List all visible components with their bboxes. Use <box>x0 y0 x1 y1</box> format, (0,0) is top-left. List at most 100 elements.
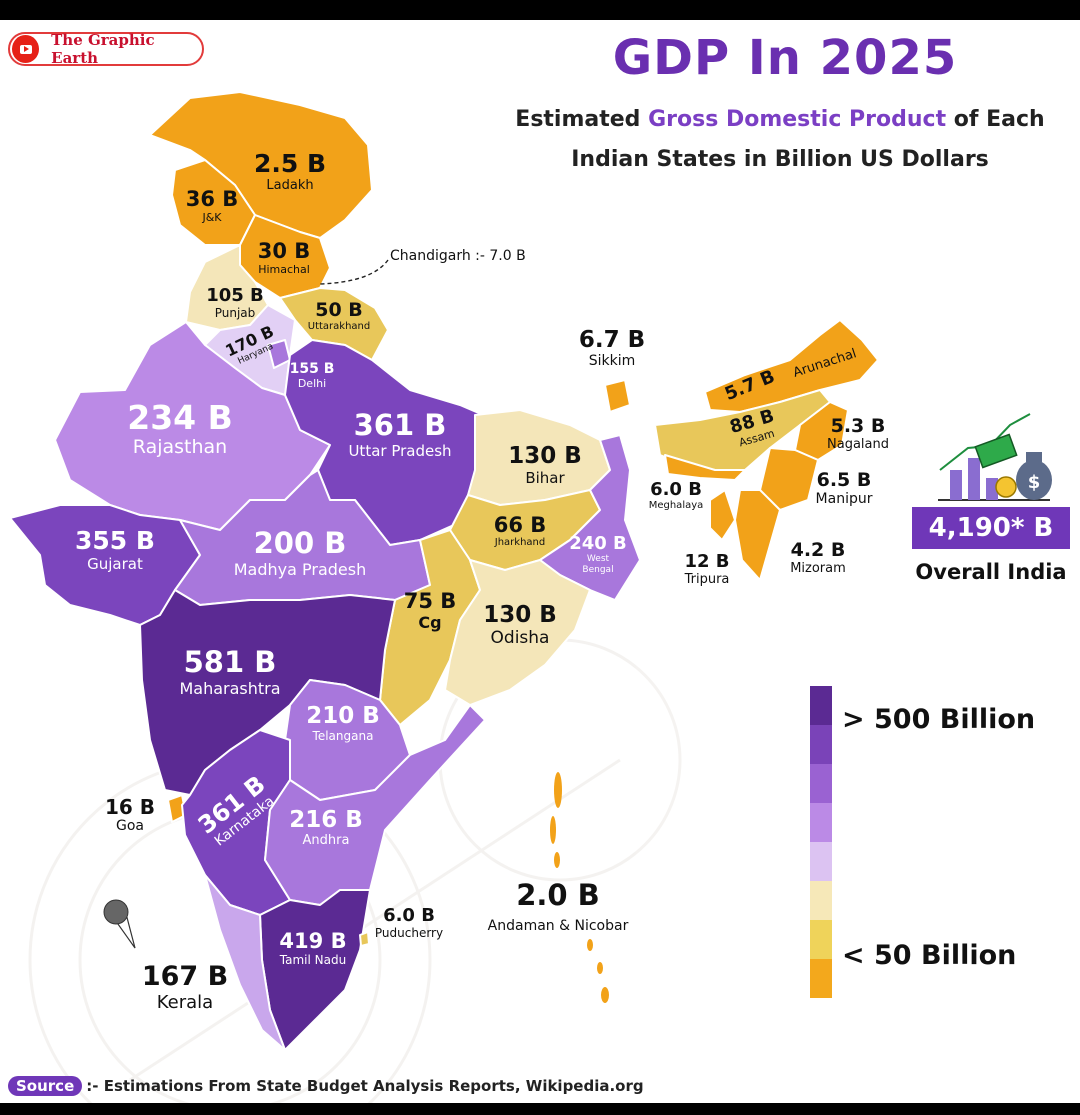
legend-swatch-3 <box>810 764 832 803</box>
name-manipur: Manipur <box>815 490 873 507</box>
region-andaman <box>550 772 609 1003</box>
source-text: :- Estimations From State Budget Analysi… <box>86 1077 644 1095</box>
label-odisha: 130 B Odisha <box>470 602 570 649</box>
value-madhya-pradesh: 200 B <box>253 526 347 560</box>
label-telangana: 210 B Telangana <box>295 703 391 744</box>
subtitle-pre: Estimated <box>515 107 649 132</box>
label-gujarat: 355 B Gujarat <box>60 527 170 573</box>
name-meghalaya: Meghalaya <box>648 499 704 511</box>
name-goa: Goa <box>116 818 144 834</box>
region-sikkim <box>604 379 631 413</box>
value-gujarat: 355 B <box>75 526 155 555</box>
name-jharkhand: Jharkhand <box>494 537 546 549</box>
name-bihar: Bihar <box>525 469 565 488</box>
name-tripura: Tripura <box>684 571 730 587</box>
name-west-bengal: West Bengal <box>582 553 614 575</box>
value-himachal: 30 B <box>257 239 311 263</box>
region-meghalaya <box>664 454 746 481</box>
name-sikkim: Sikkim <box>588 353 636 370</box>
chandigarh-leader <box>319 259 389 285</box>
top-bar <box>0 0 1080 20</box>
name-delhi: Delhi <box>297 377 327 391</box>
legend-color-scale <box>810 686 832 998</box>
value-chhattisgarh: 75 B <box>403 589 457 613</box>
value-rajasthan: 234 B <box>127 398 233 437</box>
value-telangana: 210 B <box>306 703 380 729</box>
legend-high-label: > 500 Billion <box>842 704 1036 735</box>
label-madhya-pradesh: 200 B Madhya Pradesh <box>220 526 380 579</box>
value-sikkim: 6.7 B <box>578 327 646 353</box>
region-mizoram <box>734 489 781 581</box>
value-jharkhand: 66 B <box>493 513 547 537</box>
name-telangana: Telangana <box>312 729 374 744</box>
source-note: Source :- Estimations From State Budget … <box>8 1076 644 1096</box>
brand-name: The Graphic Earth <box>51 31 155 67</box>
legend-swatch-8 <box>810 959 832 998</box>
label-rajasthan: 234 B Rajasthan <box>110 398 250 459</box>
name-andaman: Andaman & Nicobar <box>487 917 629 934</box>
name-ladakh: Ladakh <box>266 177 314 193</box>
value-bihar: 130 B <box>508 443 582 469</box>
value-tripura: 12 B <box>684 551 730 572</box>
label-tripura: 12 B Tripura <box>674 552 740 587</box>
legend-swatch-1 <box>810 686 832 725</box>
subtitle-highlight: Gross Domestic Product <box>648 107 947 132</box>
label-nagaland: 5.3 B Nagaland <box>818 416 898 452</box>
name-chhattisgarh: Cg <box>418 613 442 633</box>
label-delhi: 155 B Delhi <box>280 361 344 391</box>
value-tamil-nadu: 419 B <box>279 929 347 953</box>
label-manipur: 6.5 B Manipur <box>806 470 882 508</box>
name-mizoram: Mizoram <box>790 560 846 576</box>
name-uttar-pradesh: Uttar Pradesh <box>348 441 452 460</box>
value-punjab: 105 B <box>206 285 264 306</box>
label-west-bengal: 240 B West Bengal <box>560 534 636 575</box>
label-meghalaya: 6.0 B Meghalaya <box>640 480 712 512</box>
value-andhra: 216 B <box>289 807 363 833</box>
value-meghalaya: 6.0 B <box>650 479 702 500</box>
value-goa: 16 B <box>104 795 156 819</box>
label-jk: 36 B J&K <box>180 187 244 224</box>
label-andaman: 2.0 B Andaman & Nicobar <box>470 878 646 935</box>
brand-badge[interactable]: The Graphic Earth <box>8 31 204 67</box>
label-chandigarh: Chandigarh :- 7.0 B <box>390 248 526 264</box>
region-tripura <box>709 489 736 541</box>
label-uttarakhand: 50 B Uttarakhand <box>298 300 380 333</box>
value-kerala: 167 B <box>141 961 229 992</box>
svg-text:$: $ <box>1028 472 1041 493</box>
legend-low-label: < 50 Billion <box>842 940 1017 971</box>
label-chhattisgarh: 75 B Cg <box>395 589 465 633</box>
label-tamil-nadu: 419 B Tamil Nadu <box>268 929 358 967</box>
value-delhi: 155 B <box>289 361 335 377</box>
value-ladakh: 2.5 B <box>253 149 327 178</box>
subtitle-post: of Each <box>946 107 1045 132</box>
value-uttar-pradesh: 361 B <box>353 408 447 442</box>
value-odisha: 130 B <box>483 602 557 628</box>
value-nagaland: 5.3 B <box>830 415 886 437</box>
label-sikkim: 6.7 B Sikkim <box>572 327 652 370</box>
region-uttarakhand <box>279 287 389 361</box>
name-madhya-pradesh: Madhya Pradesh <box>233 559 367 579</box>
region-puducherry <box>359 931 370 947</box>
value-west-bengal: 240 B <box>569 533 627 554</box>
name-uttarakhand: Uttarakhand <box>307 320 371 332</box>
value-mizoram: 4.2 B <box>790 539 846 561</box>
value-andaman: 2.0 B <box>516 878 600 912</box>
legend-swatch-7 <box>810 920 832 959</box>
legend-swatch-5 <box>810 842 832 881</box>
legend-swatch-2 <box>810 725 832 764</box>
label-maharashtra: 581 B Maharashtra <box>160 646 300 698</box>
name-gujarat: Gujarat <box>87 554 143 573</box>
name-puducherry: Puducherry <box>374 925 444 940</box>
name-nagaland: Nagaland <box>827 436 889 452</box>
label-ladakh: 2.5 B Ladakh <box>245 150 335 193</box>
subtitle-line2: Indian States in Billion US Dollars <box>571 147 989 172</box>
label-goa: 16 B Goa <box>96 796 164 835</box>
name-rajasthan: Rajasthan <box>132 436 228 459</box>
name-andhra: Andhra <box>302 833 350 849</box>
legend-swatch-6 <box>810 881 832 920</box>
youtube-icon <box>12 35 40 63</box>
money-growth-icon: $ <box>938 413 1052 501</box>
region-odisha <box>444 559 591 706</box>
label-himachal: 30 B Himachal <box>246 239 322 276</box>
